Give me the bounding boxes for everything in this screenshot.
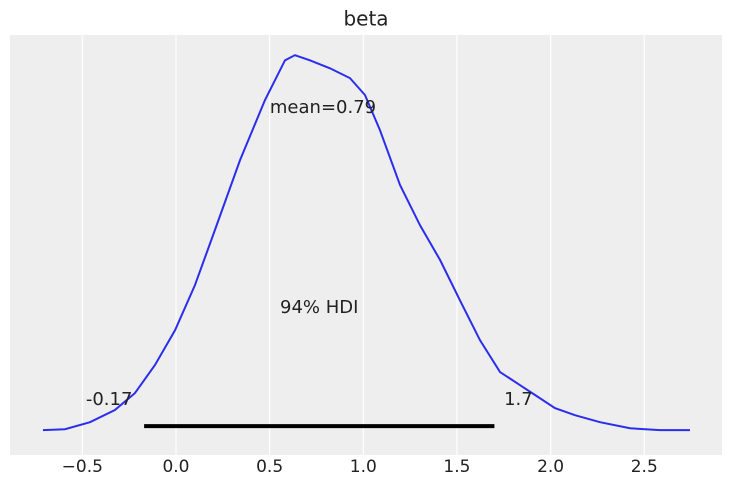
x-tick-label: 0.5 (256, 457, 283, 477)
plot-area (10, 35, 722, 455)
hdi-high-label: 1.7 (504, 389, 533, 410)
x-tick-label: −0.5 (62, 457, 103, 477)
x-tick-label: 2.5 (631, 457, 658, 477)
chart-title: beta (343, 7, 388, 31)
x-tick-label: 0.0 (162, 457, 189, 477)
x-tick-label: 1.5 (443, 457, 470, 477)
density-line (42, 54, 690, 432)
mean-label: mean=0.79 (270, 97, 376, 118)
hdi-low-label: -0.17 (86, 389, 133, 410)
hdi-label: 94% HDI (280, 297, 358, 318)
x-tick-label: 1.0 (350, 457, 377, 477)
x-tick-label: 2.0 (537, 457, 564, 477)
